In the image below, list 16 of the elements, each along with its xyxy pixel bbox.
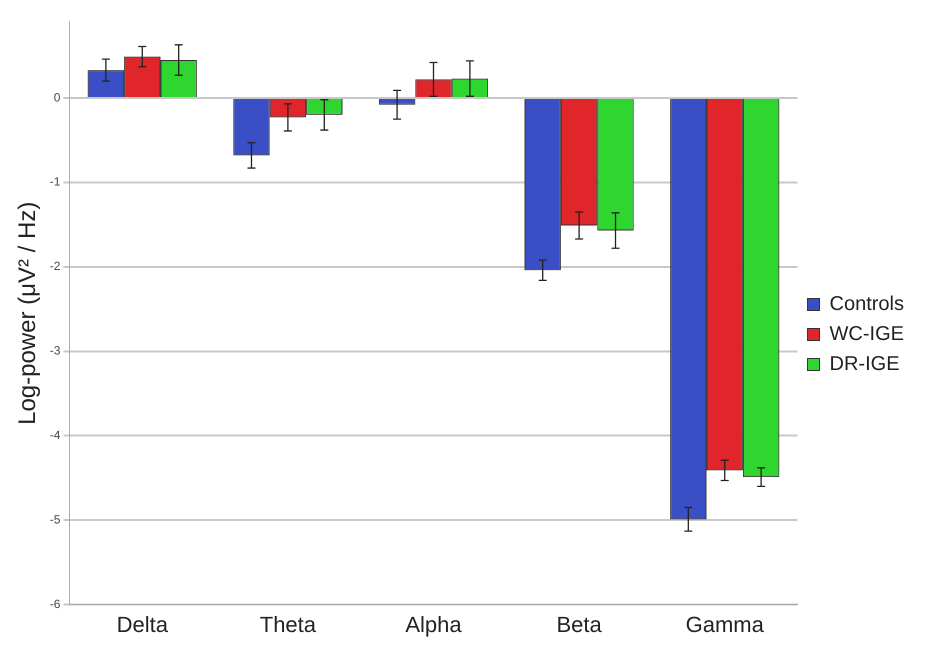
y-tick-label: -1 bbox=[50, 174, 61, 189]
legend-label: Controls bbox=[830, 293, 904, 316]
y-tick-label: -5 bbox=[50, 512, 61, 526]
y-tick-label: -3 bbox=[50, 344, 61, 358]
y-tick-label: -4 bbox=[50, 428, 61, 442]
x-tick-label: Alpha bbox=[405, 612, 462, 637]
y-tick-label: -6 bbox=[50, 596, 61, 611]
x-tick-label: Delta bbox=[116, 612, 169, 637]
x-tick-label: Gamma bbox=[686, 612, 765, 637]
x-tick-label: Beta bbox=[556, 612, 602, 637]
legend-label: DR-IGE bbox=[830, 353, 900, 376]
x-tick-label: Theta bbox=[260, 612, 317, 637]
y-tick-label: 0 bbox=[54, 90, 61, 104]
y-axis-title: Log-power (μV² / Hz) bbox=[14, 202, 42, 425]
legend-label: WC-IGE bbox=[830, 323, 904, 346]
y-tick-label: -2 bbox=[50, 259, 61, 274]
